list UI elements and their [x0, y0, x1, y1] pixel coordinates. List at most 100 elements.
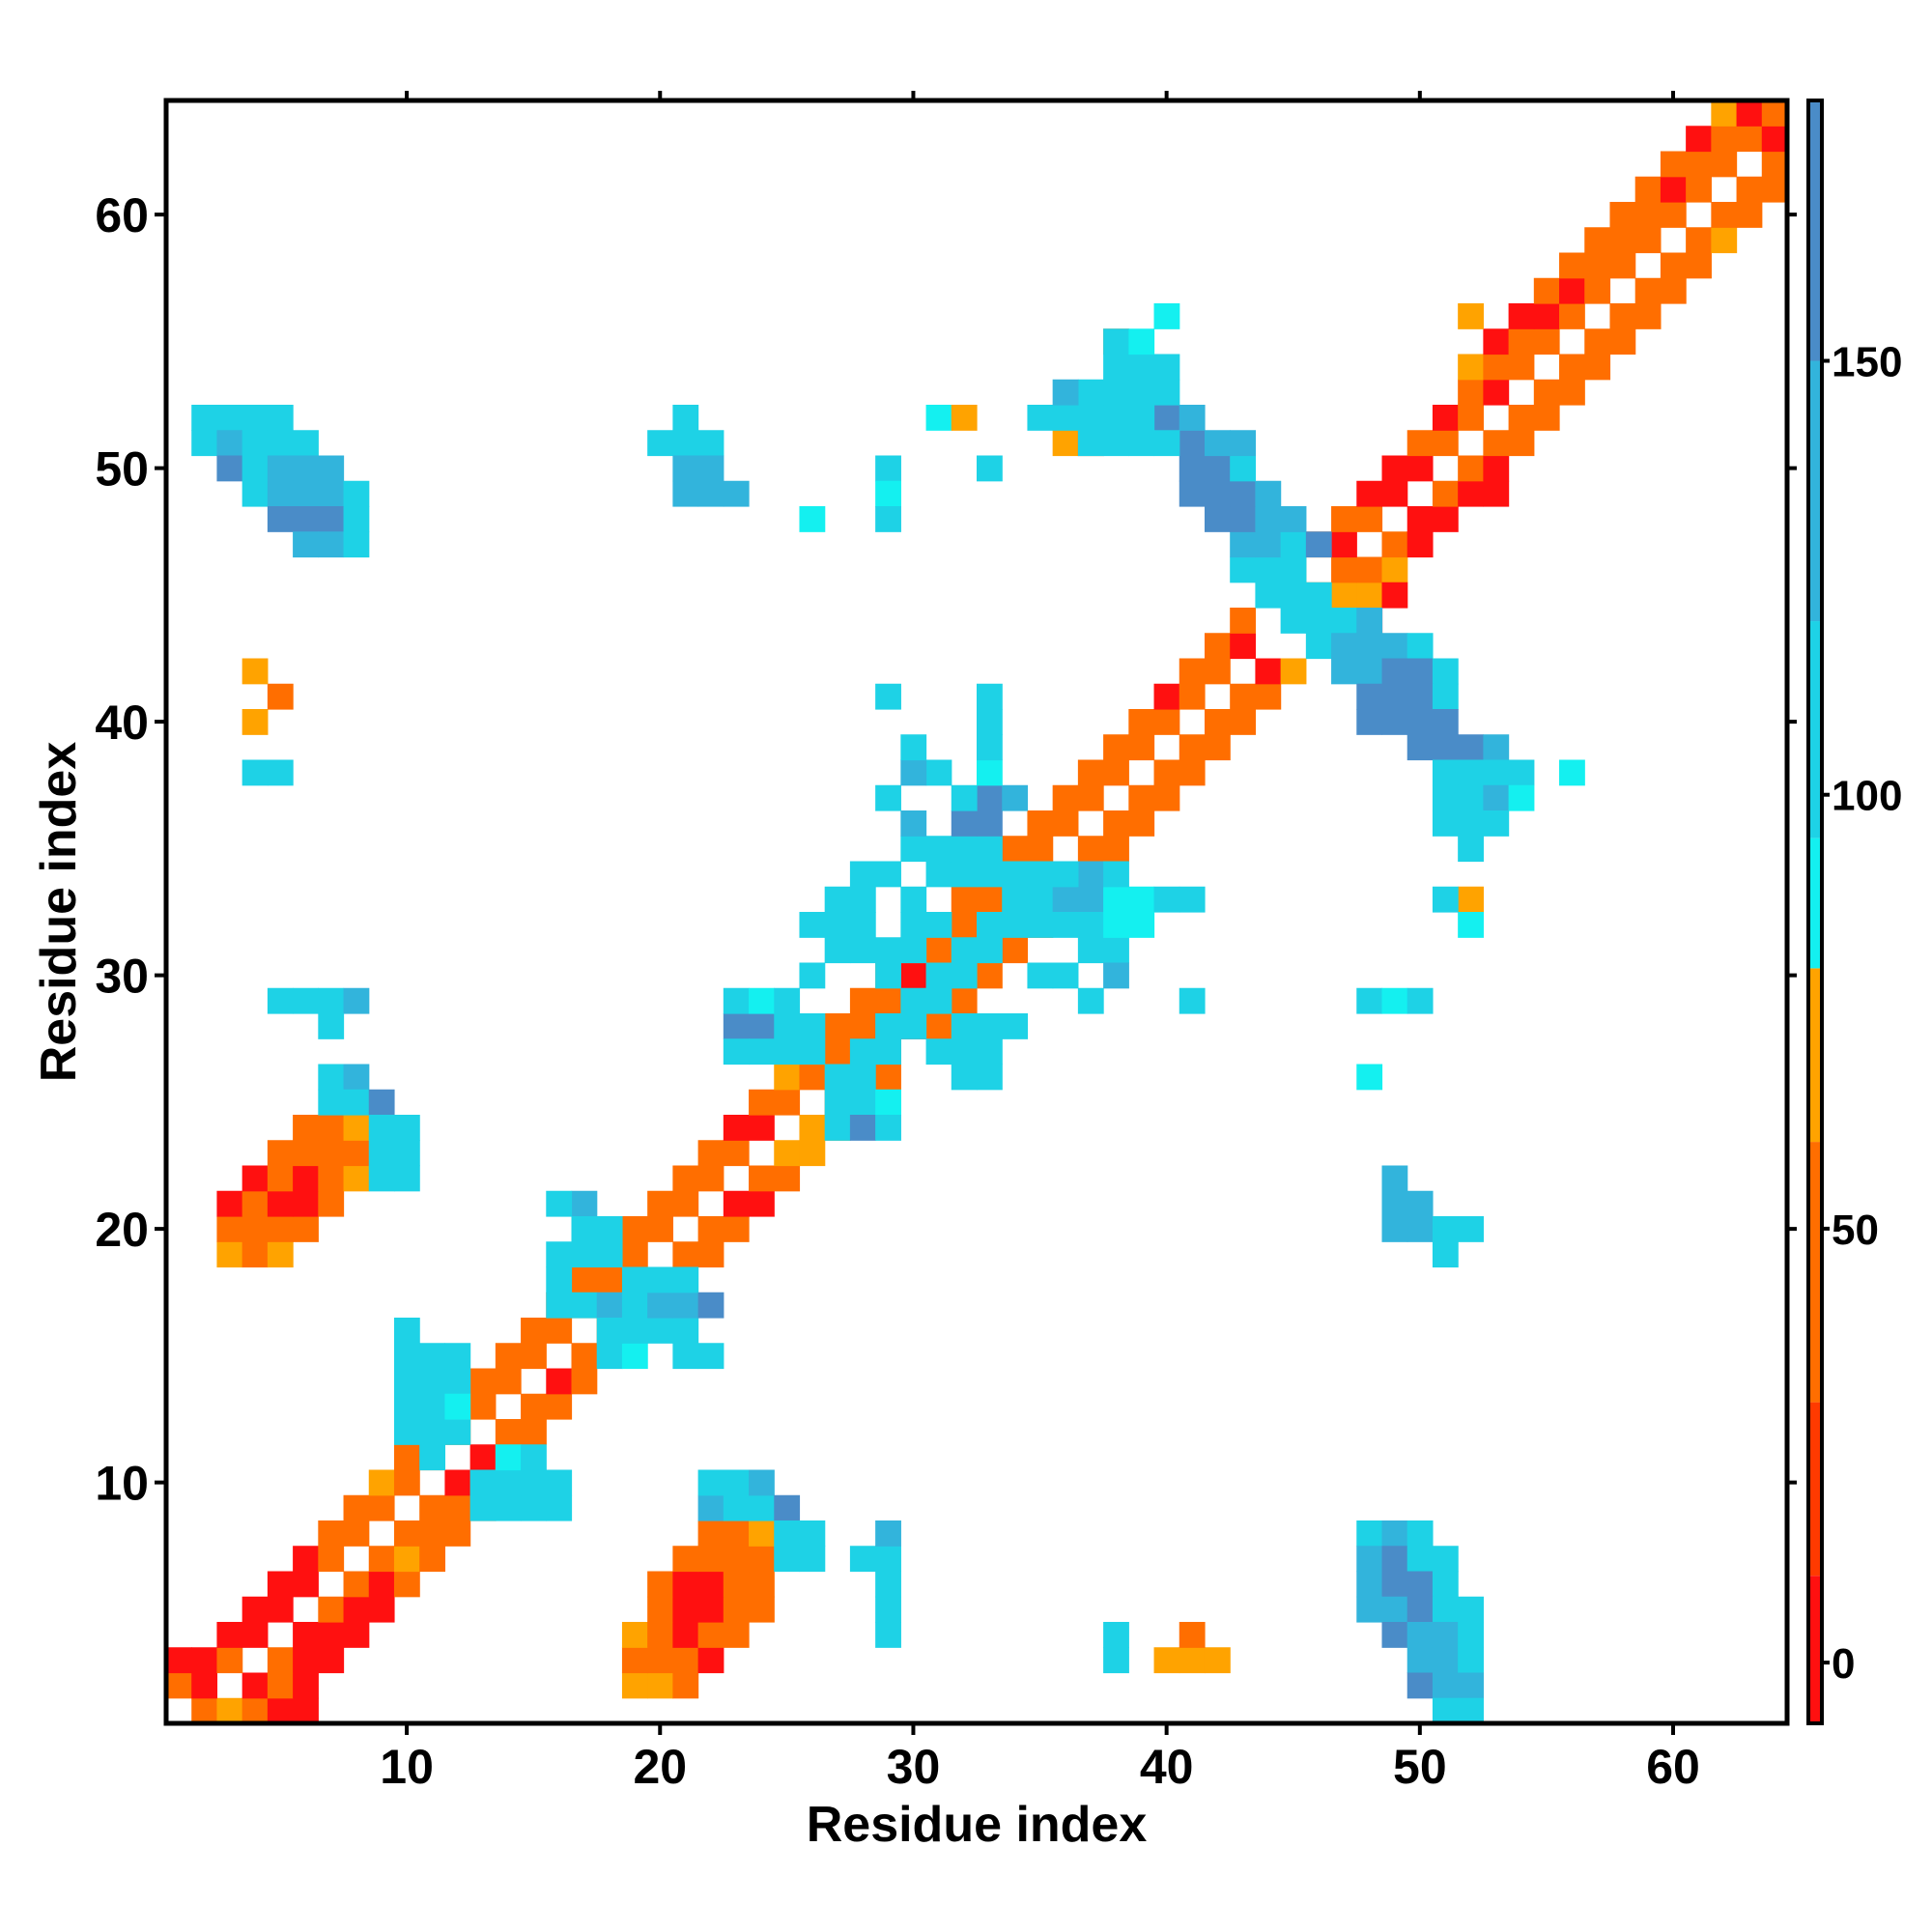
heatmap-cell	[849, 912, 876, 938]
heatmap-cell	[1406, 1622, 1434, 1648]
heatmap-cell	[495, 1469, 522, 1496]
heatmap-cell	[1458, 303, 1484, 329]
heatmap-cell	[1381, 1546, 1408, 1573]
heatmap-cell	[647, 1647, 673, 1674]
heatmap-cell	[1103, 1622, 1129, 1648]
heatmap-cell	[1609, 303, 1636, 329]
heatmap-cell	[267, 1241, 294, 1268]
heatmap-cell	[647, 1190, 673, 1217]
heatmap-cell	[723, 1520, 750, 1547]
heatmap-cell	[393, 1115, 420, 1141]
heatmap-cell	[951, 937, 978, 964]
heatmap-cell	[1230, 709, 1257, 735]
heatmap-cell	[293, 1190, 319, 1217]
heatmap-cell	[1660, 277, 1687, 304]
heatmap-cell	[318, 987, 345, 1014]
heatmap-cell	[393, 1444, 420, 1471]
heatmap-cell	[1458, 836, 1484, 863]
heatmap-cell	[749, 1596, 775, 1623]
heatmap-cell	[1559, 354, 1585, 381]
heatmap-cell	[1533, 405, 1560, 431]
heatmap-cell	[951, 836, 978, 863]
heatmap-cell	[1432, 1697, 1459, 1724]
heatmap-cell	[469, 1444, 497, 1471]
heatmap-cell	[1179, 734, 1206, 761]
heatmap-cell	[596, 1292, 623, 1319]
heatmap-cell	[191, 1697, 218, 1724]
heatmap-cell	[393, 1140, 420, 1167]
heatmap-cell	[1381, 658, 1408, 685]
heatmap-cell	[621, 1343, 648, 1370]
heatmap-cell	[1153, 784, 1180, 811]
heatmap-cell	[1153, 1647, 1180, 1674]
heatmap-cell	[444, 1520, 471, 1547]
heatmap-cell	[1660, 151, 1687, 178]
heatmap-cell	[1711, 126, 1738, 153]
heatmap-cell	[1153, 405, 1180, 431]
heatmap-cell	[647, 1318, 673, 1344]
y-tick-label: 50	[95, 442, 149, 497]
heatmap-cell	[191, 1647, 218, 1674]
heatmap-cell	[900, 962, 927, 989]
heatmap-cell	[1331, 506, 1357, 532]
heatmap-cell	[571, 1216, 598, 1242]
heatmap-cell	[495, 1368, 522, 1395]
heatmap-cell	[1584, 354, 1611, 381]
y-tick-label: 10	[95, 1457, 149, 1511]
heatmap-cell	[672, 1672, 699, 1699]
heatmap-cell	[1052, 379, 1079, 406]
heatmap-cell	[318, 1140, 345, 1167]
heatmap-cell	[1230, 480, 1257, 507]
heatmap-cell	[1002, 912, 1029, 938]
heatmap-cell	[191, 405, 218, 431]
heatmap-cell	[343, 480, 370, 507]
heatmap-cell	[900, 1013, 927, 1039]
heatmap-cell	[242, 1241, 269, 1268]
heatmap-cell	[318, 1165, 345, 1192]
heatmap-cell	[697, 1216, 724, 1242]
heatmap-cell	[875, 987, 901, 1014]
heatmap-cell	[672, 1571, 699, 1598]
heatmap-cell	[242, 405, 269, 431]
heatmap-cell	[343, 1064, 370, 1091]
heatmap-cell	[697, 1165, 724, 1192]
heatmap-cell	[723, 1546, 750, 1573]
heatmap-cell	[672, 1266, 699, 1293]
heatmap-cell	[1381, 1520, 1408, 1547]
heatmap-cell	[1381, 531, 1408, 558]
heatmap-cell	[419, 1419, 446, 1445]
heatmap-cell	[723, 1190, 750, 1217]
heatmap-cell	[1458, 1596, 1484, 1623]
heatmap-cell	[216, 1241, 243, 1268]
heatmap-cell	[343, 1089, 370, 1116]
heatmap-cell	[444, 1343, 471, 1370]
heatmap-cell	[393, 1393, 420, 1420]
heatmap-cell	[1584, 328, 1611, 355]
heatmap-cell	[546, 1190, 573, 1217]
heatmap-cell	[1230, 430, 1257, 457]
x-axis-label: Residue index	[807, 1797, 1148, 1853]
heatmap-cell	[1052, 886, 1079, 913]
heatmap-cell	[1280, 658, 1307, 685]
heatmap-cell	[1077, 987, 1104, 1014]
heatmap-cell	[1406, 1190, 1434, 1217]
heatmap-cell	[1103, 962, 1129, 989]
heatmap-cell	[799, 1140, 826, 1167]
heatmap-cell	[900, 734, 927, 761]
heatmap-cell	[267, 430, 294, 457]
heatmap-cell	[444, 1494, 471, 1521]
heatmap-cell	[1305, 531, 1332, 558]
heatmap-cell	[521, 1469, 547, 1496]
colorbar-band	[1808, 621, 1822, 838]
heatmap-cell	[977, 709, 1003, 735]
heatmap-cell	[1508, 303, 1535, 329]
heatmap-cell	[1128, 886, 1155, 913]
heatmap-cell	[419, 1393, 446, 1420]
heatmap-cell	[1458, 480, 1484, 507]
heatmap-cell	[1432, 1672, 1459, 1699]
heatmap-cell	[697, 1241, 724, 1268]
heatmap-cell	[1381, 1165, 1408, 1192]
heatmap-cell	[293, 480, 319, 507]
heatmap-cell	[393, 1343, 420, 1370]
heatmap-cell	[1458, 379, 1484, 406]
